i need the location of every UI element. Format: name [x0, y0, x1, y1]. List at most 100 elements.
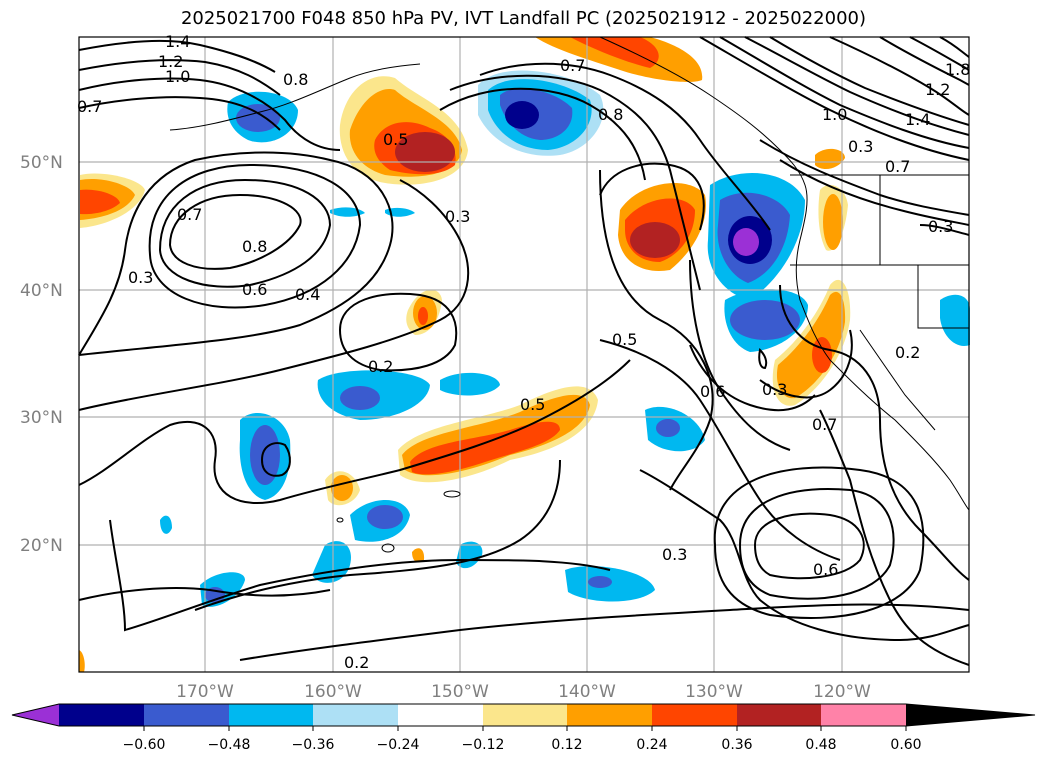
- contour-label: 0.3: [662, 545, 687, 564]
- pos-region-offshore-pnw-core: [630, 222, 680, 258]
- pos-region-sw-corner: [79, 650, 85, 672]
- coastlines: [169, 36, 970, 553]
- contour-label: 0.8: [242, 237, 267, 256]
- pos-region-west-edge-core: [80, 189, 120, 215]
- neg-region-small-west: [160, 515, 172, 534]
- contour-label: 0.3: [762, 380, 787, 399]
- colorbar-tick-label: 0.60: [890, 737, 921, 753]
- colorbar-segment: [652, 704, 737, 726]
- colorbar-tick-label: −0.48: [208, 737, 251, 753]
- lat-label: 40°N: [20, 281, 63, 301]
- neg-region-north-pacific-core: [505, 101, 539, 129]
- neg-region-hawaii-ne-core: [656, 419, 680, 437]
- contour-label: 0.7: [812, 415, 837, 434]
- colorbar-tick-label: 0.48: [805, 737, 836, 753]
- lat-label: 30°N: [20, 408, 63, 428]
- colorbar-outline: [11, 703, 1036, 727]
- lon-label: 130°W: [685, 682, 743, 702]
- neg-region-central-east: [440, 372, 500, 396]
- contour-label: 0.7: [177, 205, 202, 224]
- pos-region-washington-core: [823, 194, 843, 250]
- pos-region-small-sw-core: [331, 475, 353, 501]
- contour-label: 0.6: [700, 382, 725, 401]
- contour-label: 0.7: [77, 97, 102, 116]
- colorbar: −0.60 −0.48 −0.36 −0.24 −0.12 0.12 0.24 …: [11, 703, 1036, 753]
- colorbar-segment: [144, 704, 229, 726]
- colorbar-segment: [483, 704, 567, 726]
- map-title: 2025021700 F048 850 hPa PV, IVT Landfall…: [180, 8, 867, 29]
- lon-label: 160°W: [304, 682, 362, 702]
- colorbar-segment: [59, 704, 144, 726]
- neg-region-central-core: [340, 386, 380, 410]
- lat-label: 50°N: [20, 153, 63, 173]
- contour-label: 0.6: [813, 560, 838, 579]
- contour-label: 0.2: [344, 653, 369, 672]
- contour-label: 0.8: [598, 105, 623, 124]
- contour-label: 0.7: [560, 56, 585, 75]
- pos-region-california-core: [812, 337, 832, 373]
- contour-label: 1.2: [925, 80, 950, 99]
- latitude-labels: 50°N 40°N 30°N 20°N: [20, 153, 63, 556]
- colorbar-segment: [398, 704, 483, 726]
- colorbar-tick-label: −0.60: [123, 737, 166, 753]
- pos-region-mid-north-red: [418, 307, 428, 325]
- contour-label: 0.8: [283, 70, 308, 89]
- pos-region-bc: [815, 148, 845, 170]
- contour-label: 0.5: [612, 330, 637, 349]
- colorbar-segment: [567, 704, 652, 726]
- colorbar-tick-label: −0.12: [462, 737, 505, 753]
- neg-region-subtropical-west-core: [250, 425, 280, 485]
- contour-label: 0.6: [242, 280, 267, 299]
- pc-shading: [79, 37, 970, 672]
- contour-label: 0.3: [848, 137, 873, 156]
- neg-region-east-edge: [940, 294, 970, 346]
- neg-region-small-north-2: [385, 207, 415, 217]
- contour-label: 1.0: [165, 67, 190, 86]
- pos-region-north-edge: [535, 37, 703, 82]
- colorbar-segment: [821, 704, 906, 726]
- lat-label: 20°N: [20, 536, 63, 556]
- neg-region-pnw-core: [733, 228, 759, 256]
- pv-contours: [78, 36, 970, 666]
- contour-label: 0.5: [383, 130, 408, 149]
- colorbar-min-extension: [12, 704, 59, 726]
- contour-label: 0.3: [445, 207, 470, 226]
- neg-region-hawaii-core: [367, 505, 403, 529]
- colorbar-segment: [313, 704, 398, 726]
- contour-label: 0.3: [928, 217, 953, 236]
- neg-region-south-east-core: [588, 576, 612, 588]
- colorbar-max-extension: [906, 704, 1035, 726]
- longitude-labels: 170°W 160°W 150°W 140°W 130°W 120°W: [176, 682, 871, 702]
- contour-label: 0.5: [520, 395, 545, 414]
- contour-label: 0.2: [368, 357, 393, 376]
- contour-label: 1.4: [905, 110, 930, 129]
- lon-label: 140°W: [558, 682, 616, 702]
- map-frame: [78, 36, 970, 673]
- pos-region-central-band-core: [410, 421, 560, 475]
- contour-label: 1.8: [945, 60, 970, 79]
- pos-region-california-mid: [776, 291, 846, 399]
- pos-region-small-hawaii: [412, 548, 425, 563]
- contour-label: 0.3: [128, 268, 153, 287]
- neg-region-aleutian-core: [236, 104, 280, 132]
- pos-region-north-edge-core: [570, 37, 659, 68]
- neg-region-cal-offshore-core: [730, 300, 800, 340]
- colorbar-segment: [229, 704, 313, 726]
- lon-label: 150°W: [431, 682, 489, 702]
- contour-label: 0.7: [885, 157, 910, 176]
- colorbar-segment: [737, 704, 821, 726]
- colorbar-tick-label: 0.24: [636, 737, 667, 753]
- contour-label: 1.2: [158, 52, 183, 71]
- contour-label: 1.4: [165, 32, 190, 51]
- neg-region-small-north: [330, 207, 365, 217]
- lon-label: 120°W: [813, 682, 871, 702]
- contour-label: 0.4: [295, 285, 320, 304]
- contour-label: 1.0: [822, 105, 847, 124]
- lon-label: 170°W: [176, 682, 234, 702]
- colorbar-tick-label: −0.36: [292, 737, 335, 753]
- contour-label: 0.2: [895, 343, 920, 362]
- colorbar-tick-label: 0.36: [721, 737, 752, 753]
- colorbar-tick-label: 0.12: [551, 737, 582, 753]
- colorbar-tick-label: −0.24: [377, 737, 420, 753]
